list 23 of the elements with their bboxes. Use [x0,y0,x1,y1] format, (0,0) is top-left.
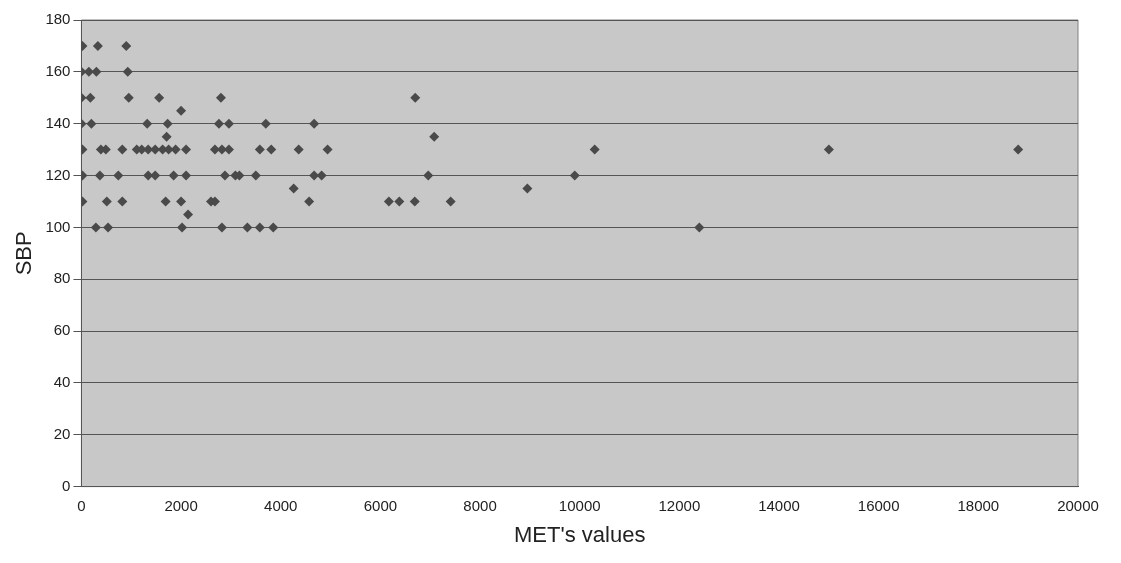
y-tick-label: 20 [53,424,71,442]
y-tick-label: 40 [53,373,71,391]
x-axis-title: MET's values [514,521,646,547]
x-tick-label: 2000 [164,496,198,514]
y-tick-label: 60 [53,321,71,339]
y-tick-label: 140 [45,113,71,131]
y-tick-label: 120 [45,165,71,183]
x-tick-label: 8000 [463,496,497,514]
y-axis-title: SBP [11,231,37,276]
x-tick-label: 14000 [758,496,800,514]
x-tick-label: 4000 [264,496,298,514]
x-tick-label: 18000 [957,496,1000,514]
y-tick-label: 100 [45,217,71,235]
y-tick-label: 0 [62,476,71,494]
y-tick-label: 180 [45,10,71,28]
y-tick-label: 160 [45,61,71,79]
x-tick-label: 20000 [1057,496,1099,514]
x-tick-label: 0 [77,496,86,514]
x-tick-label: 10000 [558,496,601,514]
x-tick-label: 6000 [363,496,398,514]
x-tick-label: 16000 [857,496,900,514]
y-tick-label: 80 [53,269,71,287]
x-tick-label: 12000 [658,496,701,514]
